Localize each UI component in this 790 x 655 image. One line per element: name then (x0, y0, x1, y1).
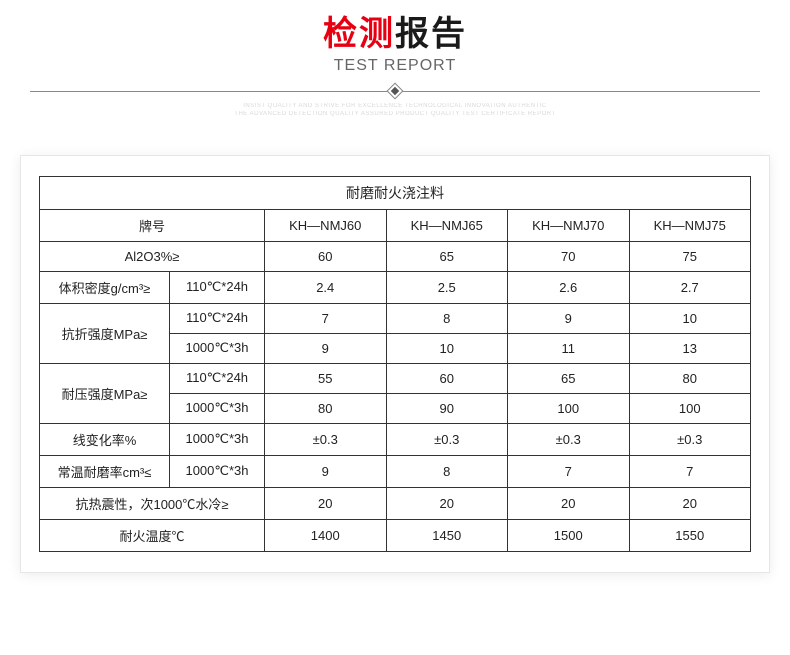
title-cn: 检测报告 (0, 6, 790, 55)
table-row: 耐火温度℃1400145015001550 (40, 519, 751, 551)
cell: 70 (508, 241, 630, 271)
report-header: 检测报告 TEST REPORT INSIST QUALITY AND STRI… (0, 0, 790, 119)
row-condition: 1000℃*3h (170, 455, 265, 487)
row-label: 耐压强度MPa≥ (40, 363, 170, 423)
cell: 80 (629, 363, 751, 393)
divider-diamond-icon (388, 84, 402, 98)
cell: 1450 (386, 519, 508, 551)
table-row: 线变化率%1000℃*3h±0.3±0.3±0.3±0.3 (40, 423, 751, 455)
table-row: Al2O3%≥60657075 (40, 241, 751, 271)
cell: 1550 (629, 519, 751, 551)
table-title: 耐磨耐火浇注料 (40, 176, 751, 209)
cell: 90 (386, 393, 508, 423)
table-row: 抗热震性，次1000℃水冷≥20202020 (40, 487, 751, 519)
cell: 7 (508, 455, 630, 487)
row-label: 耐火温度℃ (40, 519, 265, 551)
cell: 2.7 (629, 271, 751, 303)
cell: ±0.3 (629, 423, 751, 455)
cell: 80 (265, 393, 387, 423)
row-condition: 110℃*24h (170, 363, 265, 393)
divider-line (30, 85, 760, 97)
row-condition: 1000℃*3h (170, 393, 265, 423)
row-label: 线变化率% (40, 423, 170, 455)
cell: 20 (265, 487, 387, 519)
cell: 10 (386, 333, 508, 363)
row-label: 抗热震性，次1000℃水冷≥ (40, 487, 265, 519)
cell: 1500 (508, 519, 630, 551)
row-label: 抗折强度MPa≥ (40, 303, 170, 363)
column-header-3: KH—NMJ75 (629, 209, 751, 241)
cell: 20 (629, 487, 751, 519)
decor-text-1: INSIST QUALITY AND STRIVE FOR EXCELLENCE… (0, 103, 790, 111)
cell: 10 (629, 303, 751, 333)
cell: 55 (265, 363, 387, 393)
row-condition: 1000℃*3h (170, 423, 265, 455)
cell: 8 (386, 303, 508, 333)
row-condition: 110℃*24h (170, 271, 265, 303)
cell: 20 (386, 487, 508, 519)
cell: ±0.3 (508, 423, 630, 455)
cell: 13 (629, 333, 751, 363)
cell: 65 (508, 363, 630, 393)
decor-text-2: THE ADVANCED DETECTION QUALITY ASSURED P… (0, 111, 790, 119)
table-card: 耐磨耐火浇注料牌号KH—NMJ60KH—NMJ65KH—NMJ70KH—NMJ7… (20, 155, 770, 573)
cell: 9 (265, 333, 387, 363)
column-header-2: KH—NMJ70 (508, 209, 630, 241)
table-row: 体积密度g/cm³≥110℃*24h2.42.52.62.7 (40, 271, 751, 303)
title-cn-part2: 报告 (395, 15, 467, 53)
cell: 75 (629, 241, 751, 271)
column-header-0: KH—NMJ60 (265, 209, 387, 241)
table-row: 耐压强度MPa≥110℃*24h55606580 (40, 363, 751, 393)
cell: 1400 (265, 519, 387, 551)
row-condition: 1000℃*3h (170, 333, 265, 363)
title-en: TEST REPORT (0, 57, 790, 75)
cell: ±0.3 (265, 423, 387, 455)
grade-label: 牌号 (40, 209, 265, 241)
row-label: 常温耐磨率cm³≤ (40, 455, 170, 487)
row-label: 体积密度g/cm³≥ (40, 271, 170, 303)
cell: 11 (508, 333, 630, 363)
cell: 2.6 (508, 271, 630, 303)
cell: 100 (508, 393, 630, 423)
cell: 65 (386, 241, 508, 271)
title-cn-part1: 检测 (323, 15, 395, 53)
cell: 20 (508, 487, 630, 519)
cell: 2.5 (386, 271, 508, 303)
spec-table: 耐磨耐火浇注料牌号KH—NMJ60KH—NMJ65KH—NMJ70KH—NMJ7… (39, 176, 751, 552)
cell: 9 (508, 303, 630, 333)
table-row: 常温耐磨率cm³≤1000℃*3h9877 (40, 455, 751, 487)
row-condition: 110℃*24h (170, 303, 265, 333)
cell: 60 (386, 363, 508, 393)
cell: 9 (265, 455, 387, 487)
table-row: 抗折强度MPa≥110℃*24h78910 (40, 303, 751, 333)
cell: 8 (386, 455, 508, 487)
cell: ±0.3 (386, 423, 508, 455)
cell: 2.4 (265, 271, 387, 303)
cell: 7 (629, 455, 751, 487)
cell: 100 (629, 393, 751, 423)
cell: 60 (265, 241, 387, 271)
column-header-1: KH—NMJ65 (386, 209, 508, 241)
cell: 7 (265, 303, 387, 333)
row-label: Al2O3%≥ (40, 241, 265, 271)
